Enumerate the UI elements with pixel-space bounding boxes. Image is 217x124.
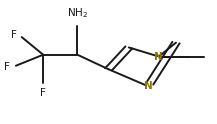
- Text: F: F: [10, 30, 16, 40]
- Text: F: F: [40, 88, 46, 98]
- Text: F: F: [4, 62, 10, 72]
- Text: N: N: [144, 81, 153, 91]
- Text: N: N: [155, 52, 163, 62]
- Text: NH$_2$: NH$_2$: [67, 6, 88, 20]
